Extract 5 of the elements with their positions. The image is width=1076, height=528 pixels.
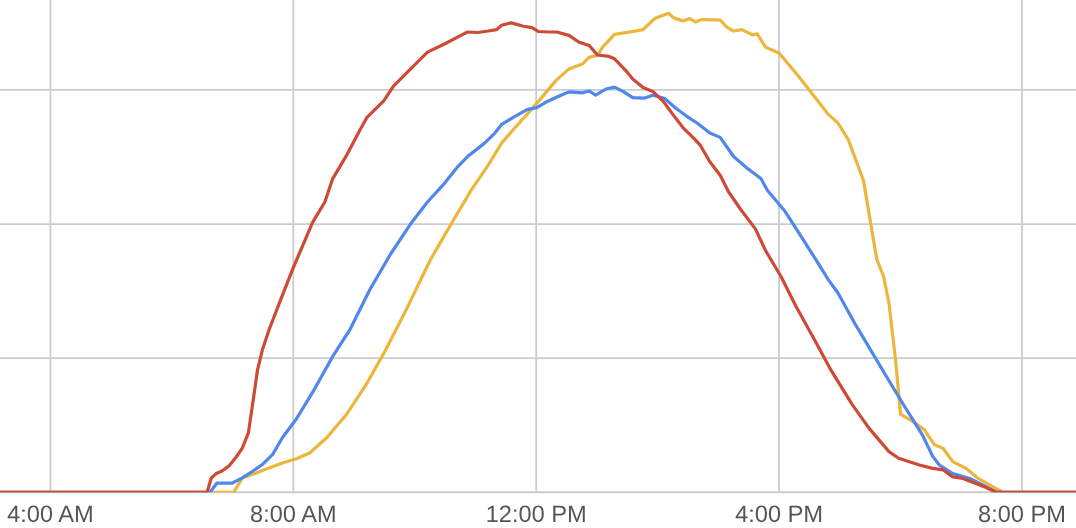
x-tick-label: 8:00 AM	[251, 505, 335, 523]
x-tick-label: 4:00 PM	[735, 505, 822, 523]
x-tick-label: 8:00 PM	[979, 505, 1064, 523]
x-tick-label: 4:00 AM	[7, 505, 92, 523]
x-tick-label: 12:00 PM	[487, 505, 585, 523]
